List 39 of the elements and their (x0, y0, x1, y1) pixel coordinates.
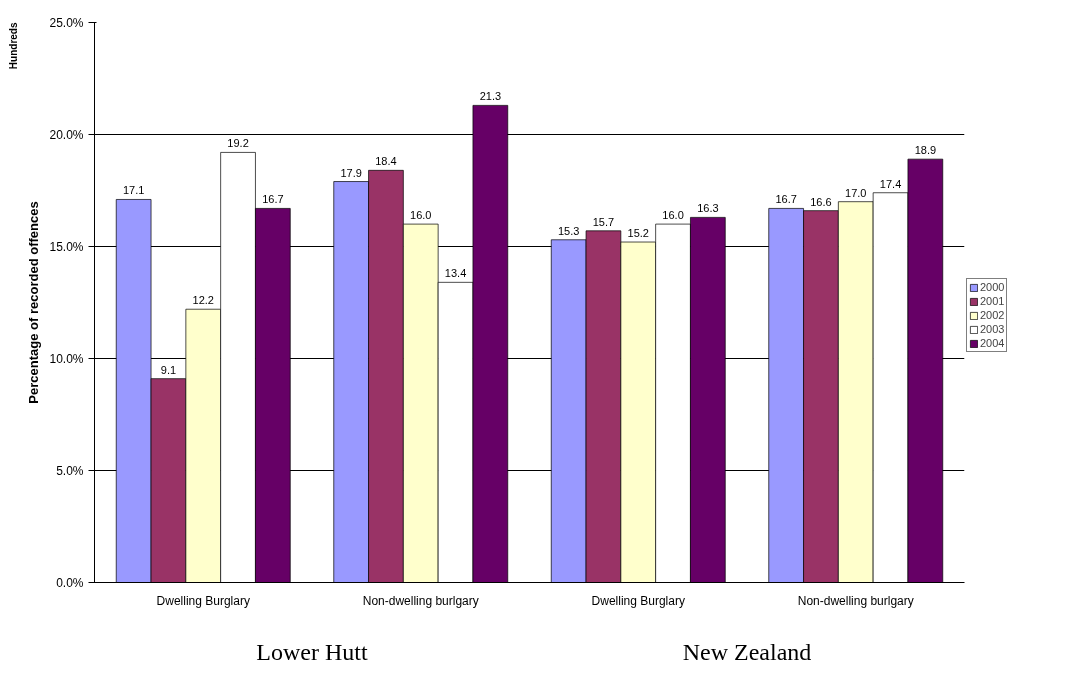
x-tick-label: Non-dwelling burlgary (797, 593, 914, 608)
legend-label: 2000 (980, 281, 1005, 293)
data-label: 16.6 (810, 195, 832, 208)
y-tick-label: 20.0% (49, 127, 84, 142)
data-label: 12.2 (192, 294, 214, 307)
data-label: 16.0 (410, 209, 432, 222)
y-tick-label: 15.0% (49, 239, 84, 254)
x-tick-label: Dwelling Burglary (591, 593, 685, 608)
y-tick-label: 0.0% (56, 575, 84, 590)
x-tick-label: Dwelling Burglary (156, 593, 250, 608)
text: Hundreds (7, 22, 19, 70)
data-label: 16.7 (775, 193, 797, 206)
y-tick-label: 5.0% (56, 463, 84, 478)
y-tick-label: 10.0% (49, 351, 84, 366)
text: New Zealand (682, 638, 812, 665)
data-label: 15.7 (592, 215, 615, 228)
legend-label: 2002 (980, 309, 1005, 321)
data-label: 18.9 (914, 144, 937, 157)
data-label: 15.2 (627, 227, 649, 240)
x-tick-label: Non-dwelling burlgary (362, 593, 479, 608)
y-axis-title: Percentage of recorded offences (26, 201, 42, 404)
data-label: 9.1 (160, 363, 177, 376)
data-label: 19.2 (227, 137, 249, 150)
data-label: 17.0 (845, 186, 867, 199)
data-label: 15.3 (557, 224, 580, 237)
legend-label: 2003 (980, 323, 1005, 335)
data-label: 13.4 (444, 267, 467, 280)
text: Lower Hutt (256, 638, 368, 665)
data-label: 18.4 (375, 155, 397, 168)
data-label: 16.7 (262, 193, 284, 206)
legend-label: 2001 (980, 295, 1005, 307)
legend-label: 2004 (980, 337, 1005, 349)
data-label: 17.4 (879, 177, 902, 190)
data-label: 16.0 (662, 209, 684, 222)
data-label: 17.9 (340, 166, 362, 179)
data-label: 16.3 (697, 202, 719, 215)
data-label: 21.3 (479, 90, 502, 103)
data-label: 17.1 (122, 184, 145, 197)
y-tick-label: 25.0% (49, 15, 84, 30)
